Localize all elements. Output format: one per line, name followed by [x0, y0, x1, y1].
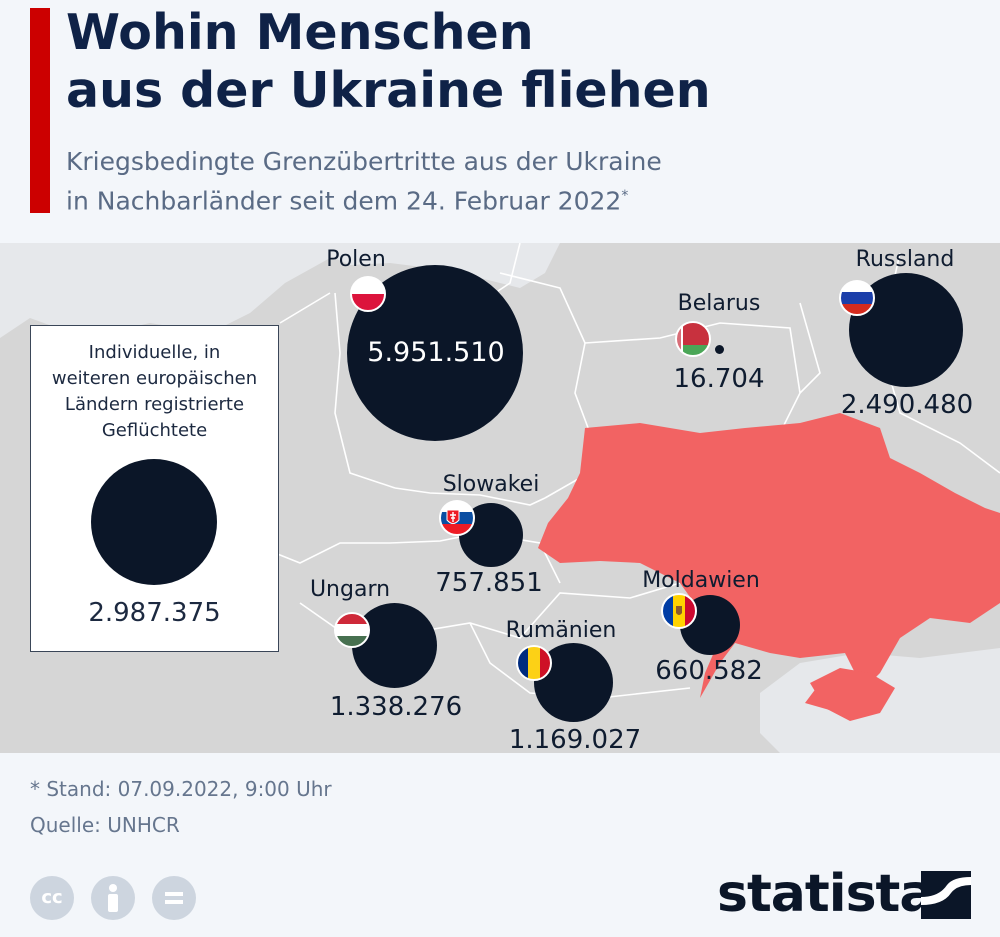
country-value-moldawien: 660.582: [655, 656, 763, 686]
russia-flag: [839, 280, 875, 316]
country-label-polen: Polen: [326, 247, 386, 272]
crimea-region: [810, 668, 895, 721]
page-subtitle: Kriegsbedingte Grenzübertritte aus der U…: [66, 147, 662, 216]
cc-icon[interactable]: cc: [30, 876, 74, 920]
country-value-belarus: 16.704: [673, 364, 765, 394]
attribution-icon[interactable]: [91, 876, 135, 920]
legend-box: Individuelle, in weiteren europäischen L…: [30, 325, 279, 652]
hungary-flag: [334, 612, 370, 648]
country-value-russland: 2.490.480: [840, 390, 974, 420]
source-note: Quelle: UNHCR: [30, 813, 180, 837]
page-title: Wohin Menschen aus der Ukraine fliehen: [66, 4, 711, 119]
bubble-ungarn: [352, 603, 437, 688]
country-value-rumaenien: 1.169.027: [508, 725, 642, 755]
legend-description: Individuelle, in weiteren europäischen L…: [51, 342, 258, 441]
romania-flag: [516, 645, 552, 681]
accent-bar: [30, 8, 50, 213]
country-label-rumaenien: Rumänien: [505, 618, 617, 643]
country-label-moldawien: Moldawien: [642, 568, 760, 593]
country-value-polen: 5.951.510: [367, 337, 505, 368]
slovakia-flag: [439, 500, 475, 536]
belarus-flag: [675, 321, 711, 357]
statista-logo-text[interactable]: statista: [717, 864, 934, 924]
legend-bubble: [91, 459, 217, 585]
footnote: * Stand: 07.09.2022, 9:00 Uhr: [30, 777, 332, 801]
country-value-ungarn: 1.338.276: [329, 692, 463, 722]
no-derivatives-icon[interactable]: [152, 876, 196, 920]
bubble-belarus: [715, 345, 724, 354]
ukraine-region: [538, 413, 1000, 713]
statista-logo-icon[interactable]: [921, 871, 971, 919]
legend-value: 2.987.375: [88, 598, 221, 628]
country-value-slowakei: 757.851: [435, 568, 543, 598]
country-label-russland: Russland: [855, 247, 955, 272]
poland-flag: [350, 276, 386, 312]
country-label-slowakei: Slowakei: [442, 472, 540, 497]
moldova-flag: [661, 593, 697, 629]
country-label-ungarn: Ungarn: [309, 577, 391, 602]
country-label-belarus: Belarus: [677, 291, 761, 316]
